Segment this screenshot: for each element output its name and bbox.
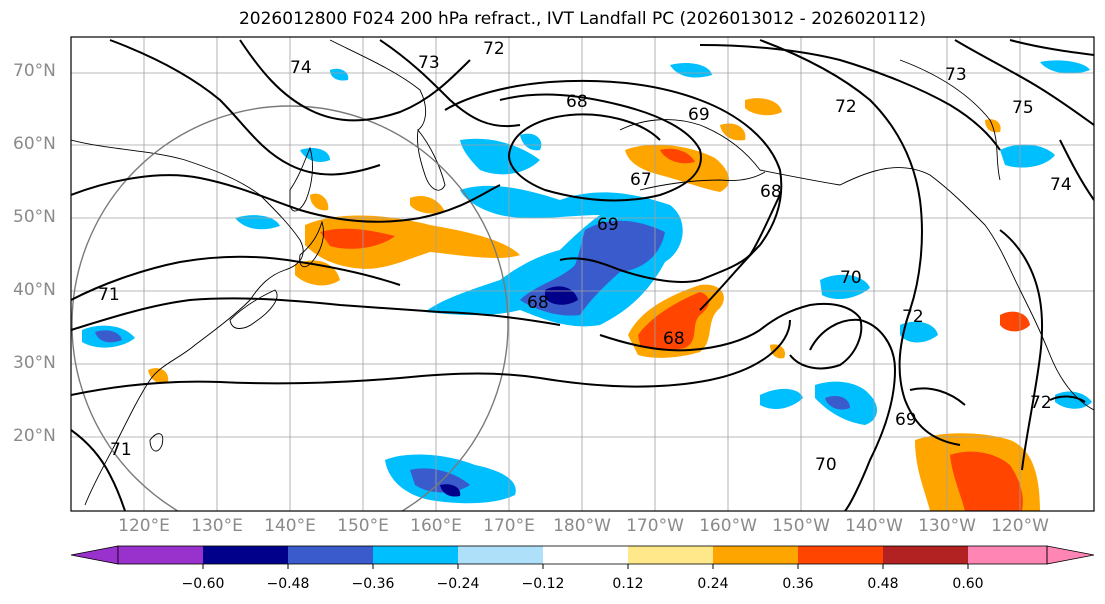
contour-label: 73 bbox=[945, 65, 967, 85]
contour-label: 72 bbox=[835, 97, 857, 117]
colorbar-tick-label: 0.60 bbox=[952, 576, 984, 592]
colorbar-cell bbox=[458, 546, 543, 564]
lon-label: 170°W bbox=[626, 516, 684, 536]
negative-anomaly-blob bbox=[760, 388, 803, 410]
colorbar-max-arrow bbox=[1046, 545, 1095, 565]
positive-anomaly-blob bbox=[310, 193, 329, 211]
contour-label: 69 bbox=[688, 105, 710, 125]
positive-anomaly-blob bbox=[770, 344, 786, 359]
colorbar-tick-label: 0.48 bbox=[867, 576, 899, 592]
colorbar-cell bbox=[798, 546, 883, 564]
colorbar-tick-label: −0.36 bbox=[351, 576, 395, 592]
contour-label: 74 bbox=[290, 58, 312, 78]
positive-anomaly-blob bbox=[148, 368, 169, 384]
coastlines bbox=[71, 39, 1094, 506]
colorbar-cell bbox=[203, 546, 288, 564]
lon-label: 130°E bbox=[191, 516, 243, 536]
colorbar-tick-label: 0.36 bbox=[782, 576, 814, 592]
colorbar-cell bbox=[883, 546, 968, 564]
lat-label: 30°N bbox=[13, 353, 56, 373]
contour-label: 68 bbox=[663, 329, 685, 349]
strong-positive-anomaly-blob bbox=[320, 228, 395, 249]
lon-label: 130°W bbox=[918, 516, 976, 536]
strong-negative-anomaly-blob bbox=[825, 396, 850, 410]
strong-positive-anomaly-blob bbox=[660, 148, 695, 164]
colorbar-min-arrow bbox=[70, 545, 119, 565]
lon-label: 180°W bbox=[553, 516, 611, 536]
colorbar bbox=[70, 545, 1095, 569]
contour-label: 69 bbox=[597, 215, 619, 235]
contour-label: 68 bbox=[527, 293, 549, 313]
lat-label: 20°N bbox=[13, 426, 56, 446]
negative-anomaly-blob bbox=[900, 321, 938, 343]
lon-label: 120°E bbox=[118, 516, 170, 536]
contour-label: 67 bbox=[630, 170, 652, 190]
colorbar-tick-label: −0.12 bbox=[521, 576, 565, 592]
colorbar-cell bbox=[543, 546, 628, 564]
colorbar-tick-label: −0.24 bbox=[436, 576, 480, 592]
colorbar-cell bbox=[288, 546, 373, 564]
strong-positive-anomaly-blob bbox=[638, 292, 709, 351]
contour-label: 68 bbox=[566, 92, 588, 112]
contour-label: 71 bbox=[110, 440, 132, 460]
positive-anomaly-blob bbox=[1000, 311, 1030, 332]
negative-anomaly-blob bbox=[460, 138, 540, 175]
contour-label: 71 bbox=[98, 285, 120, 305]
colorbar-tick-label: 0.24 bbox=[697, 576, 729, 592]
negative-anomaly-blob bbox=[1000, 144, 1055, 168]
lat-label: 60°N bbox=[13, 134, 56, 154]
contour-label: 72 bbox=[483, 39, 505, 59]
contour-label: 70 bbox=[815, 455, 837, 475]
colorbar-tick-label: −0.60 bbox=[181, 576, 225, 592]
map-title: 2026012800 F024 200 hPa refract., IVT La… bbox=[238, 9, 926, 29]
colorbar-frame bbox=[117, 545, 1048, 565]
negative-anomaly-blob bbox=[300, 148, 330, 162]
contour-label: 70 bbox=[840, 268, 862, 288]
colorbar-cell bbox=[968, 546, 1047, 564]
contour-label: 74 bbox=[1050, 175, 1072, 195]
contour-label: 72 bbox=[1030, 393, 1052, 413]
contour-label: 75 bbox=[1012, 98, 1034, 118]
colorbar-cell bbox=[373, 546, 458, 564]
lon-label: 150°W bbox=[772, 516, 830, 536]
very-strong-negative-anomaly-blob bbox=[440, 484, 461, 497]
lon-label: 140°W bbox=[845, 516, 903, 536]
range-circle bbox=[71, 105, 509, 511]
colorbar-cell bbox=[713, 546, 798, 564]
contour-label: 72 bbox=[902, 307, 924, 327]
lon-label: 170°E bbox=[483, 516, 535, 536]
colorbar-tick-label: −0.48 bbox=[266, 576, 310, 592]
negative-anomaly-blob bbox=[235, 215, 280, 230]
positive-anomaly-blob bbox=[720, 123, 746, 141]
contour-label: 73 bbox=[418, 53, 440, 73]
lat-label: 50°N bbox=[13, 207, 56, 227]
height-contours bbox=[71, 39, 1094, 511]
negative-anomaly-blob bbox=[820, 274, 870, 300]
strong-negative-anomaly-blob bbox=[95, 330, 122, 343]
lon-label: 140°E bbox=[264, 516, 316, 536]
lon-label: 160°E bbox=[410, 516, 462, 536]
colorbar-cell bbox=[118, 546, 203, 564]
negative-anomaly-blob bbox=[670, 63, 712, 78]
lat-label: 40°N bbox=[13, 280, 56, 300]
positive-anomaly-blob bbox=[745, 98, 782, 116]
negative-anomaly-blob bbox=[1040, 60, 1090, 74]
lon-label: 160°W bbox=[699, 516, 757, 536]
negative-anomaly-blob bbox=[330, 68, 349, 81]
positive-anomaly-blob bbox=[305, 215, 520, 269]
map-frame bbox=[70, 36, 1095, 512]
lon-label: 150°E bbox=[337, 516, 389, 536]
contour-label: 69 bbox=[895, 410, 917, 430]
strong-positive-anomaly-blob bbox=[950, 451, 1023, 511]
contour-label: 68 bbox=[760, 182, 782, 202]
lat-label: 70°N bbox=[13, 61, 56, 81]
colorbar-tick-label: 0.12 bbox=[612, 576, 644, 592]
lon-label: 120°W bbox=[991, 516, 1049, 536]
colorbar-cell bbox=[628, 546, 713, 564]
negative-anomaly-blob bbox=[520, 133, 542, 151]
